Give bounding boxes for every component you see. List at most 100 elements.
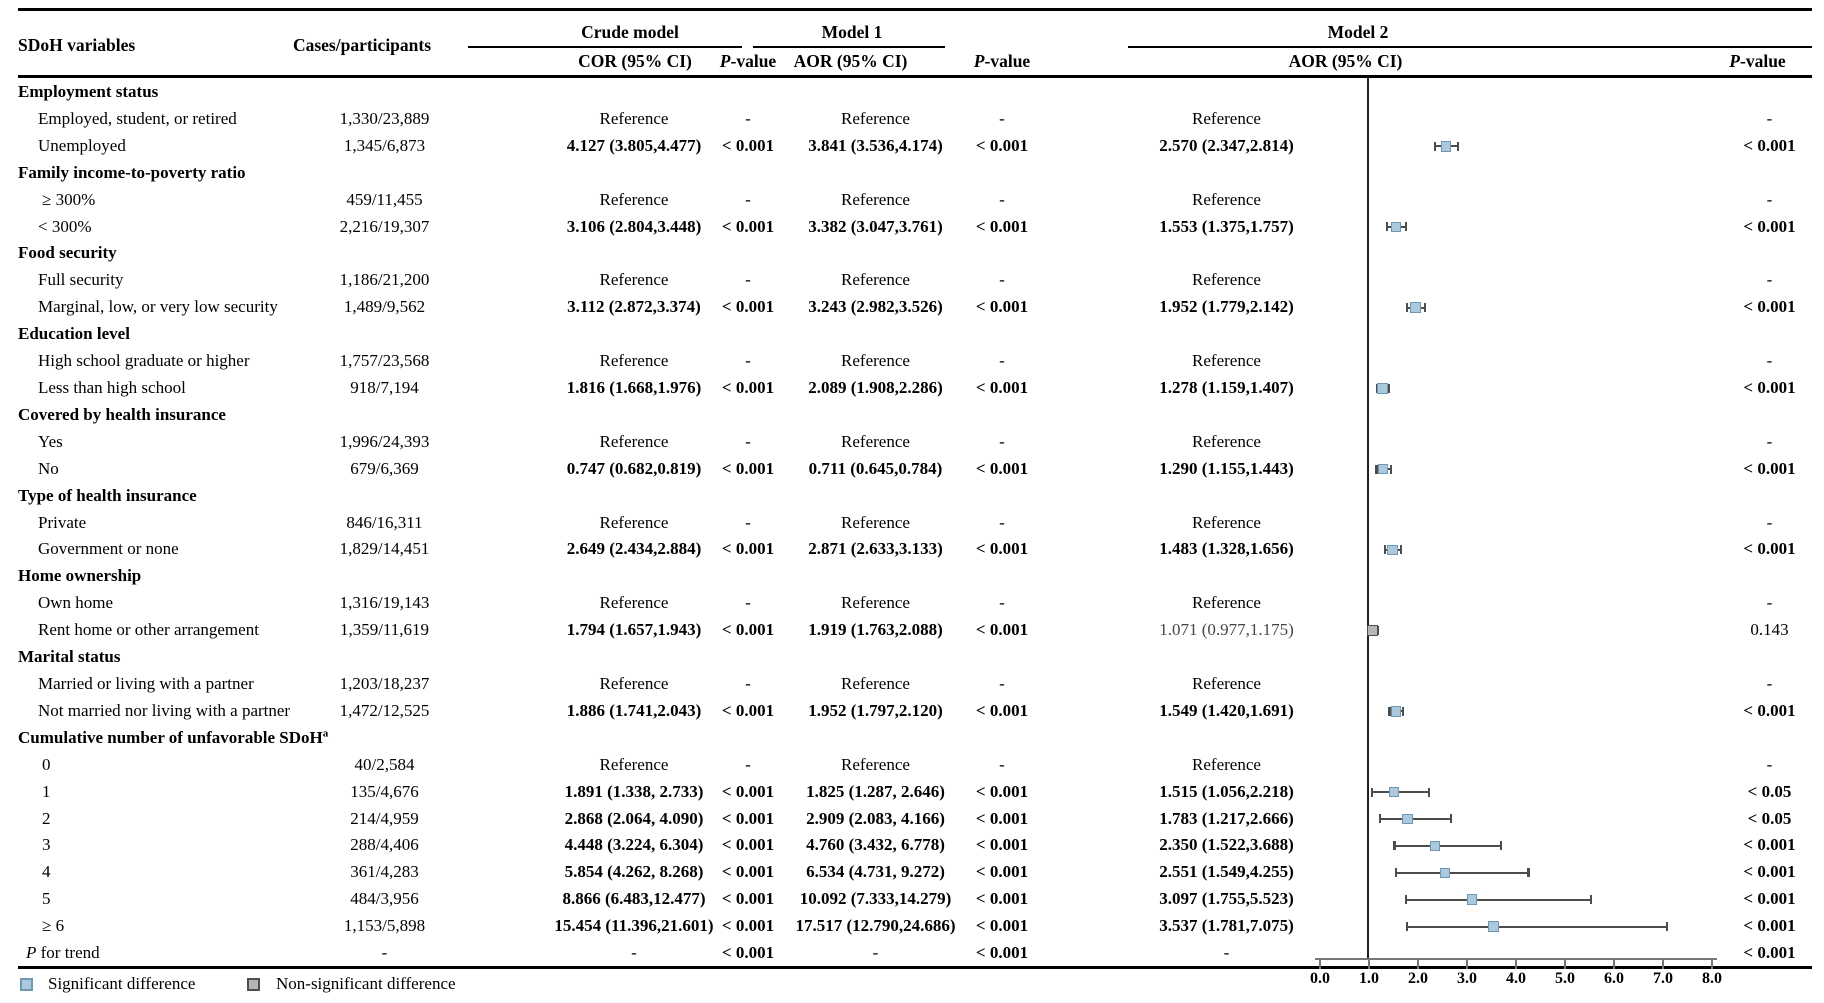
forest-marker — [1388, 786, 1400, 798]
cell-a1P: - — [999, 512, 1005, 532]
table-row: 1 135/4,676 1.891 (1.338, 2.733) < 0.001 1.8… — [0, 779, 1824, 806]
row-label: Full security — [38, 270, 124, 290]
cell-a2P: < 0.001 — [1743, 135, 1796, 155]
cell-a2P: < 0.001 — [1743, 862, 1796, 882]
cell-corP: < 0.001 — [721, 916, 775, 936]
row-label: 5 — [42, 889, 51, 909]
ci-line — [1405, 898, 1591, 901]
ci-cap-low — [1406, 922, 1409, 932]
cell-a1: 1.952 (1.797,2.120) — [808, 700, 943, 720]
cell-a2: Reference — [1192, 270, 1261, 290]
table-row: Rent home or other arrangement 1,359/11,6… — [0, 617, 1824, 644]
group-row: Cumulative number of unfavorable SDoHa — [0, 725, 1824, 752]
cell-a2: Reference — [1192, 754, 1261, 774]
cell-a1: Reference — [841, 351, 910, 371]
footnote-marker: a — [322, 727, 329, 740]
cell-corP: < 0.001 — [721, 458, 775, 478]
row-label: Cumulative number of unfavorable SDoHa — [18, 727, 329, 747]
table-row: Marginal, low, or very low security 1,489… — [0, 294, 1824, 321]
cell-cases: - — [381, 943, 388, 963]
cell-corP: < 0.001 — [721, 377, 775, 397]
cell-a2: Reference — [1192, 189, 1261, 209]
cell-corP: < 0.001 — [721, 216, 775, 236]
ci-cap-low — [1383, 545, 1387, 555]
ci-cap-high — [1423, 303, 1427, 313]
cell-cases: 1,996/24,393 — [339, 431, 430, 451]
col-header-cor: COR (95% CI) — [578, 51, 692, 71]
ci-cap-low — [1375, 383, 1378, 393]
cell-cor: 15.454 (11.396,21.601) — [554, 916, 714, 936]
cell-cor: 2.649 (2.434,2.884) — [566, 539, 702, 559]
cell-cases: 40/2,584 — [354, 754, 415, 774]
cell-a1P: < 0.001 — [975, 943, 1029, 963]
cell-a1: 3.841 (3.536,4.174) — [808, 135, 943, 155]
ci-cap-high — [1404, 222, 1408, 232]
cell-a1P: - — [999, 593, 1005, 613]
ci-cap-high — [1389, 464, 1392, 474]
table-row: < 300% 2,216/19,307 3.106 (2.804,3.448) < 0… — [0, 214, 1824, 241]
cell-corP: < 0.001 — [721, 808, 775, 828]
row-label: Married or living with a partner — [38, 673, 254, 693]
cell-a1: 17.517 (12.790,24.686) — [795, 916, 956, 936]
cell-a2P: < 0.001 — [1743, 377, 1796, 397]
ci-cap-high — [1387, 383, 1391, 393]
cell-a2: 1.483 (1.328,1.656) — [1159, 539, 1294, 559]
group-row: Covered by health insurance — [0, 402, 1824, 429]
ci-cap-high — [1400, 545, 1403, 555]
cell-a2: 1.553 (1.375,1.757) — [1159, 216, 1294, 236]
cell-a2: Reference — [1192, 673, 1261, 693]
table-row: 0 40/2,584 Reference - Reference - Reference - — [0, 752, 1824, 779]
forest-marker — [1367, 625, 1378, 636]
cell-a2: 2.350 (1.522,3.688) — [1159, 835, 1294, 855]
cell-a1: Reference — [841, 512, 910, 532]
cell-a1P: < 0.001 — [975, 700, 1029, 720]
cell-a2: 1.290 (1.155,1.443) — [1159, 458, 1294, 478]
cell-a2: 1.071 (0.977,1.175) — [1159, 620, 1294, 640]
row-label: Education level — [18, 324, 130, 344]
col-header-pvalue-crude: P-value — [711, 47, 785, 75]
cell-a1: 1.919 (1.763,2.088) — [808, 620, 943, 640]
cell-a1: Reference — [841, 673, 910, 693]
cell-a1P: - — [999, 754, 1005, 774]
cell-corP: < 0.001 — [721, 135, 775, 155]
ci-cap-high — [1665, 922, 1668, 932]
group-header-crude-model: Crude model — [581, 22, 679, 42]
cell-a1P: < 0.001 — [975, 458, 1029, 478]
table-row: ≥ 300% 459/11,455 Reference - Reference - Refe… — [0, 187, 1824, 214]
axis-tick-label: 8.0 — [1702, 970, 1722, 987]
cell-cor: 1.886 (1.741,2.043) — [566, 700, 702, 720]
cell-cases: 1,153/5,898 — [343, 916, 426, 936]
col-header-pvalue-m2: P-value — [1710, 47, 1805, 75]
cell-a2P: - — [1766, 512, 1773, 532]
cell-a1: Reference — [841, 431, 910, 451]
cell-a1: 10.092 (7.333,14.279) — [799, 889, 952, 909]
p-rest: -value — [730, 51, 777, 71]
cell-cor: 5.854 (4.262, 8.268) — [564, 862, 704, 882]
cell-a2: Reference — [1192, 108, 1261, 128]
cell-cases: 918/7,194 — [350, 377, 419, 397]
cell-a1: 6.534 (4.731, 9.272) — [806, 862, 945, 882]
axis-tick — [1613, 958, 1615, 969]
cell-a2: Reference — [1192, 512, 1261, 532]
cell-a1P: - — [999, 108, 1005, 128]
cell-a2P: < 0.001 — [1743, 700, 1796, 720]
p-italic: P — [26, 943, 37, 963]
axis-tick — [1515, 958, 1517, 969]
header-bottom-rule — [18, 75, 1812, 78]
cell-corP: - — [745, 189, 751, 209]
row-label: Rent home or other arrangement — [38, 620, 259, 640]
cell-cases: 1,757/23,568 — [339, 351, 430, 371]
col-header-aor-m2: AOR (95% CI) — [1288, 51, 1403, 71]
legend-significant-label: Significant difference — [48, 974, 196, 993]
cell-cases: 846/16,311 — [346, 512, 423, 532]
ci-cap-high — [1427, 787, 1430, 797]
cell-a2P: - — [1766, 673, 1773, 693]
cell-cases: 214/4,959 — [350, 808, 419, 828]
table-row: Unemployed 1,345/6,873 4.127 (3.805,4.477)… — [0, 133, 1824, 160]
cell-cases: 679/6,369 — [350, 458, 419, 478]
cell-a2P: - — [1766, 108, 1773, 128]
cell-a2P: - — [1766, 351, 1773, 371]
ci-cap-low — [1388, 706, 1391, 716]
ci-line — [1379, 817, 1451, 820]
bottom-rule — [18, 966, 1812, 969]
